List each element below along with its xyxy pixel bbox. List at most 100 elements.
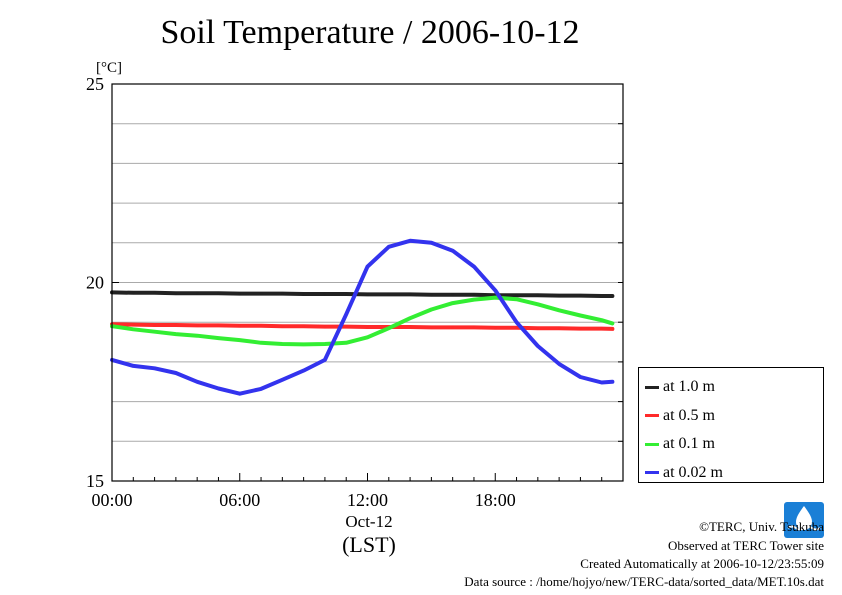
data-point	[451, 301, 455, 305]
data-point	[280, 324, 284, 328]
data-point	[387, 292, 391, 296]
data-point	[216, 291, 220, 295]
data-point	[451, 325, 455, 329]
x-axis-label: (LST)	[342, 532, 396, 557]
data-point	[557, 326, 561, 330]
data-point	[174, 332, 178, 336]
data-point	[131, 291, 135, 295]
x-tick-label: 12:00	[347, 490, 388, 510]
legend-swatch	[645, 471, 659, 474]
chart-title: Soil Temperature / 2006-10-12	[160, 14, 580, 51]
data-point	[153, 291, 157, 295]
data-point	[578, 294, 582, 298]
tick-labels: 15 20 25 00:00 06:00 12:00 18:00	[86, 74, 516, 510]
data-point	[408, 292, 412, 296]
data-point	[429, 241, 433, 245]
data-point	[600, 294, 604, 298]
data-point	[557, 362, 561, 366]
legend-label: at 0.1 m	[663, 435, 715, 452]
data-point	[493, 288, 497, 292]
data-point	[323, 342, 327, 346]
x-tick-label: 06:00	[219, 490, 260, 510]
legend-label: at 1.0 m	[663, 378, 715, 395]
series-lines	[110, 238, 615, 396]
data-point	[536, 326, 540, 330]
data-point	[259, 387, 263, 391]
data-point	[515, 326, 519, 330]
footer-created: Created Automatically at 2006-10-12/23:5…	[580, 556, 824, 571]
data-point	[472, 325, 476, 329]
data-point	[600, 327, 604, 331]
data-point	[323, 358, 327, 362]
legend-label: at 0.02 m	[663, 463, 723, 481]
data-point	[280, 378, 284, 382]
legend-item: at 1.0 m	[645, 376, 715, 398]
data-point	[600, 318, 604, 322]
legend-item: at 0.1 m	[645, 433, 715, 455]
data-point	[302, 342, 306, 346]
y-tick-label: 15	[86, 471, 104, 491]
data-point	[610, 321, 614, 325]
data-point	[216, 386, 220, 390]
legend-item: at 0.5 m	[645, 405, 715, 427]
data-point	[472, 298, 476, 302]
axis-ticks	[111, 83, 623, 482]
data-point	[515, 297, 519, 301]
legend-item: at 0.02 m	[645, 462, 723, 484]
data-point	[610, 294, 614, 298]
data-point	[238, 338, 242, 342]
data-point	[366, 265, 369, 269]
x-tick-label: 00:00	[91, 490, 132, 510]
data-point	[472, 265, 476, 269]
data-point	[344, 292, 348, 296]
data-point	[515, 320, 519, 324]
footer-credit: ©TERC, Univ. Tsukuba	[699, 519, 824, 534]
data-point	[280, 292, 284, 296]
x-tick-label: 18:00	[475, 490, 516, 510]
data-point	[451, 293, 455, 297]
data-point	[408, 239, 412, 243]
data-point	[344, 325, 348, 329]
data-point	[408, 316, 412, 320]
y-tick-label: 25	[86, 74, 104, 94]
data-point	[493, 296, 497, 300]
y-axis-label: [°C]	[96, 60, 122, 76]
data-point	[557, 294, 561, 298]
data-point	[131, 364, 135, 368]
data-point	[451, 249, 455, 253]
data-point	[195, 291, 199, 295]
data-point	[578, 375, 582, 379]
data-point	[195, 323, 199, 327]
legend-swatch	[645, 414, 659, 417]
legend-label: at 0.5 m	[663, 406, 715, 424]
data-point	[216, 323, 220, 327]
data-point	[387, 326, 391, 330]
data-point	[610, 380, 614, 384]
data-point	[259, 292, 263, 296]
data-point	[408, 325, 412, 329]
data-point	[216, 336, 220, 340]
data-point	[238, 292, 242, 296]
data-point	[578, 327, 582, 331]
data-point	[302, 369, 306, 373]
data-point	[536, 344, 540, 348]
legend-swatch	[645, 385, 659, 389]
data-point	[536, 302, 540, 306]
data-point	[515, 293, 519, 297]
data-point	[578, 313, 582, 317]
data-point	[174, 291, 178, 295]
data-point	[131, 323, 135, 327]
data-point	[557, 308, 561, 312]
data-point	[259, 341, 263, 345]
data-point	[366, 292, 369, 296]
data-point	[323, 325, 327, 329]
footer-source: Data source : /home/hojyo/new/TERC-data/…	[464, 574, 824, 589]
legend: at 1.0 m at 0.5 m at 0.1 m at 0.02 m	[638, 367, 824, 483]
data-point	[366, 325, 369, 329]
y-tick-label: 20	[86, 273, 104, 293]
data-point	[366, 335, 369, 339]
legend-swatch	[645, 442, 659, 446]
data-point	[174, 371, 178, 375]
data-point	[131, 327, 135, 331]
